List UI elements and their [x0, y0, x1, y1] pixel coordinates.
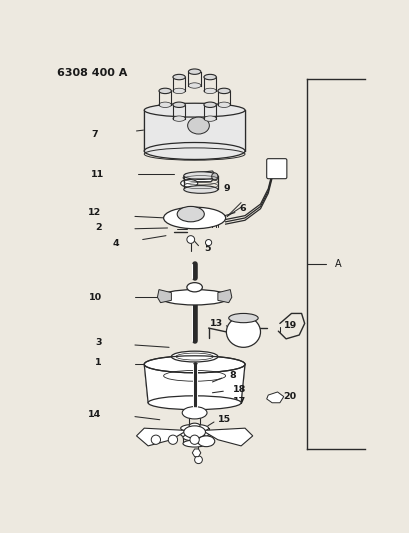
- Ellipse shape: [183, 185, 217, 193]
- Ellipse shape: [226, 317, 260, 348]
- Polygon shape: [192, 449, 200, 457]
- Polygon shape: [136, 428, 187, 446]
- Text: 8: 8: [229, 372, 236, 381]
- Ellipse shape: [182, 440, 206, 447]
- Circle shape: [151, 435, 160, 445]
- Ellipse shape: [171, 351, 217, 362]
- Text: 14: 14: [88, 410, 101, 419]
- Text: 10: 10: [88, 293, 101, 302]
- Text: 18: 18: [233, 385, 246, 394]
- Ellipse shape: [159, 88, 171, 94]
- Ellipse shape: [188, 83, 200, 88]
- Polygon shape: [217, 289, 231, 303]
- Ellipse shape: [189, 423, 200, 429]
- Ellipse shape: [180, 431, 208, 438]
- Ellipse shape: [182, 434, 206, 441]
- Text: 6: 6: [239, 204, 245, 213]
- Polygon shape: [144, 110, 245, 151]
- Text: 1: 1: [95, 358, 101, 367]
- Polygon shape: [182, 171, 216, 182]
- Text: 11: 11: [90, 169, 104, 179]
- Text: 12: 12: [88, 208, 101, 217]
- Text: 4: 4: [112, 239, 119, 248]
- Ellipse shape: [217, 102, 230, 108]
- Ellipse shape: [211, 173, 217, 180]
- Ellipse shape: [183, 426, 205, 438]
- Ellipse shape: [173, 102, 185, 108]
- Ellipse shape: [187, 117, 209, 134]
- Ellipse shape: [187, 282, 202, 292]
- Ellipse shape: [197, 436, 214, 447]
- Ellipse shape: [160, 289, 229, 305]
- Text: 3: 3: [95, 338, 101, 347]
- FancyBboxPatch shape: [266, 159, 286, 179]
- Text: 17: 17: [233, 397, 246, 406]
- Text: 6308 400 A: 6308 400 A: [57, 68, 128, 78]
- Ellipse shape: [217, 88, 230, 94]
- Ellipse shape: [173, 75, 185, 80]
- Polygon shape: [157, 289, 171, 303]
- Ellipse shape: [144, 103, 245, 117]
- Text: A: A: [334, 259, 340, 269]
- Ellipse shape: [148, 396, 240, 410]
- Ellipse shape: [183, 172, 217, 180]
- Text: 9: 9: [223, 184, 229, 193]
- Circle shape: [168, 435, 177, 445]
- Text: 16: 16: [217, 429, 231, 438]
- Ellipse shape: [203, 116, 216, 122]
- Ellipse shape: [203, 75, 216, 80]
- Ellipse shape: [180, 180, 197, 187]
- Circle shape: [187, 236, 194, 244]
- Text: 13: 13: [210, 319, 223, 328]
- Ellipse shape: [180, 424, 208, 432]
- Text: 2: 2: [95, 223, 101, 232]
- Text: 5: 5: [204, 244, 211, 253]
- Ellipse shape: [182, 407, 207, 419]
- Ellipse shape: [173, 116, 185, 122]
- Text: 20: 20: [283, 392, 296, 401]
- Ellipse shape: [177, 206, 204, 222]
- Polygon shape: [144, 364, 245, 403]
- Circle shape: [189, 435, 199, 445]
- Polygon shape: [202, 428, 252, 446]
- Text: 7: 7: [91, 130, 97, 139]
- Circle shape: [194, 456, 202, 464]
- Ellipse shape: [173, 88, 185, 94]
- Ellipse shape: [159, 102, 171, 108]
- Ellipse shape: [203, 88, 216, 94]
- Ellipse shape: [144, 356, 245, 373]
- Text: 15: 15: [217, 415, 230, 424]
- Ellipse shape: [144, 142, 245, 159]
- Ellipse shape: [203, 102, 216, 108]
- Polygon shape: [266, 392, 283, 403]
- Text: 19: 19: [283, 321, 296, 330]
- Ellipse shape: [228, 313, 258, 322]
- Ellipse shape: [163, 207, 225, 229]
- Circle shape: [205, 239, 211, 246]
- Ellipse shape: [188, 69, 200, 75]
